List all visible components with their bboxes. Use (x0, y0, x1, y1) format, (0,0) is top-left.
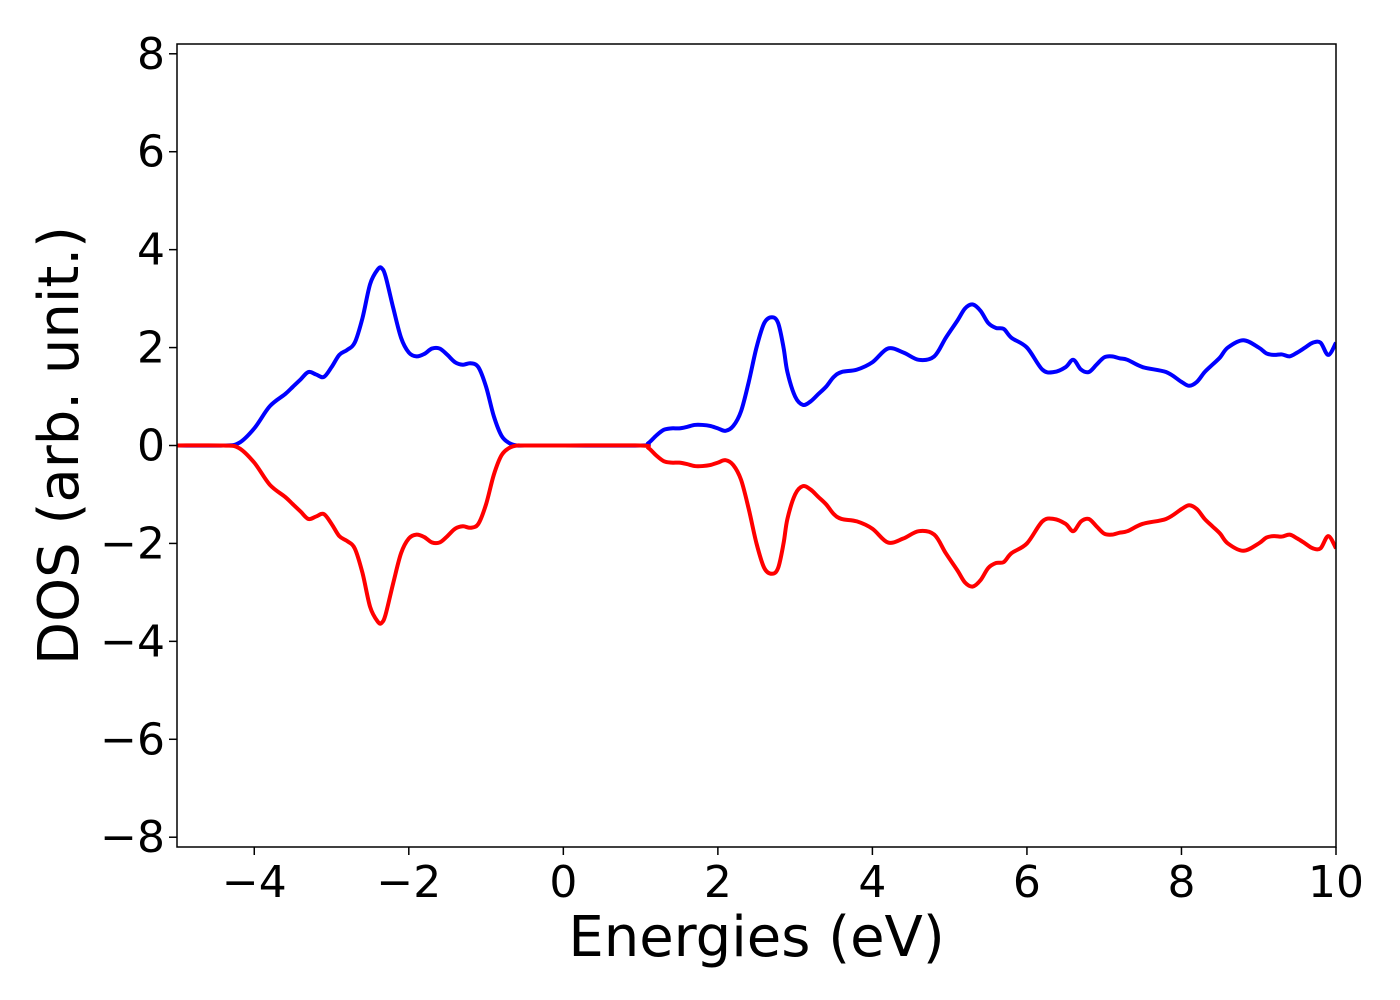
y-axis-label: DOS (arb. unit.) (27, 226, 92, 665)
x-tick-label: 4 (858, 857, 886, 908)
y-tick-label: 6 (137, 127, 165, 178)
y-tick-label: −2 (100, 518, 165, 569)
y-tick-label: −4 (100, 616, 165, 667)
x-tick-label: 6 (1013, 857, 1041, 908)
y-tick-label: 8 (137, 29, 165, 80)
x-tick-label: 0 (549, 857, 577, 908)
x-tick-label: 2 (704, 857, 732, 908)
x-tick-label: −4 (222, 857, 287, 908)
y-tick-label: 2 (137, 323, 165, 374)
dos-line-red (177, 443, 1336, 626)
y-tick-label: −8 (100, 812, 165, 863)
dos-line-blue (177, 265, 1336, 448)
x-tick-label: 8 (1167, 857, 1195, 908)
y-axis-ticks: −8 −6 −4 −2 0 2 4 6 8 (100, 29, 177, 863)
series-layer (177, 265, 1336, 626)
y-tick-label: 4 (137, 225, 165, 276)
x-axis-label: Energies (eV) (568, 905, 944, 970)
y-tick-label: 0 (137, 421, 165, 472)
y-tick-label: −6 (100, 714, 165, 765)
plot-frame (176, 43, 1337, 848)
x-tick-label: 10 (1308, 857, 1364, 908)
x-tick-label: −2 (376, 857, 441, 908)
x-axis-ticks: −4 −2 0 2 4 6 8 10 (222, 847, 1364, 908)
